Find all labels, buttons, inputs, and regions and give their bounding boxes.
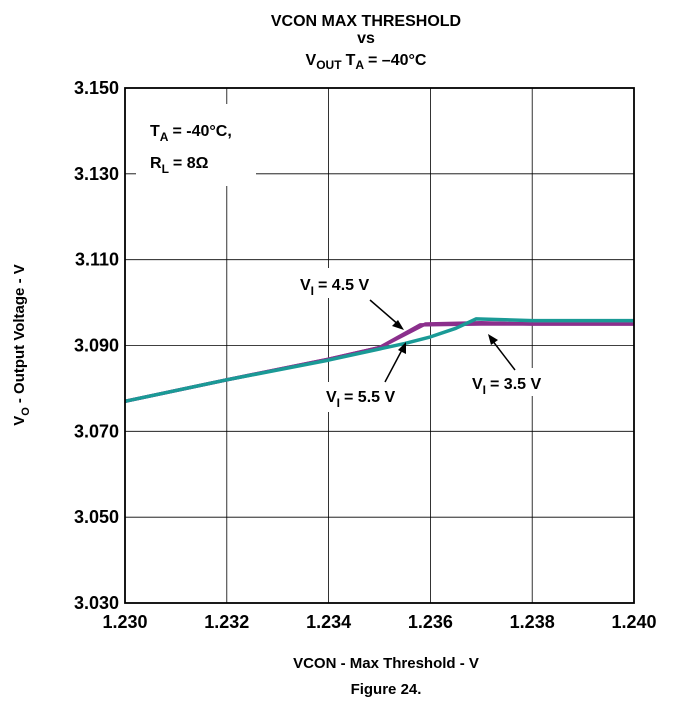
x-tick-label: 1.234 [306, 612, 351, 632]
pointer-3-5v [491, 339, 516, 371]
y-tick-labels: 3.030 3.050 3.070 3.090 3.110 3.130 3.150 [74, 78, 119, 613]
y-tick-label: 3.090 [74, 336, 119, 356]
series-line-vi-5-5v [124, 317, 634, 404]
conditions-box [136, 104, 256, 186]
x-axis-label: VCON - Max Threshold - V [293, 655, 479, 672]
grid [124, 87, 635, 604]
chart-title-line3: VOUT TA = –40°C [306, 52, 427, 72]
title-v: V [306, 52, 317, 69]
pointer-4-5v-head [392, 320, 404, 330]
y-tick-label: 3.050 [74, 507, 119, 527]
y-tick-label: 3.030 [74, 593, 119, 613]
svg-text:VI= 5.5 V: VI = 5.5 V [326, 389, 395, 410]
y-axis-label: VO- Output Voltage - V [11, 264, 32, 425]
x-tick-label: 1.236 [408, 612, 453, 632]
pointer-5-5v [384, 347, 404, 383]
series-label-5-5v: VI = 5.5 V [320, 342, 426, 412]
chart-title-line2: vs [357, 30, 375, 47]
y-tick-label: 3.070 [74, 421, 119, 441]
series-label-3-5v: VI = 3.5 V [465, 334, 577, 397]
x-tick-label: 1.238 [510, 612, 555, 632]
y-tick-label: 3.130 [74, 164, 119, 184]
chart-title-line1: VCON MAX THRESHOLD [271, 13, 461, 30]
series-layer [124, 317, 634, 404]
x-tick-label: 1.232 [204, 612, 249, 632]
y-tick-label: 3.110 [75, 250, 119, 270]
title-rest: = –40°C [368, 52, 427, 69]
title-t: T [346, 52, 356, 69]
pointer-5-5v-head [398, 342, 406, 354]
svg-text:VI= 4.5 V: VI = 4.5 V [300, 277, 369, 298]
x-tick-label: 1.230 [102, 612, 147, 632]
svg-text:VI= 3.5 V: VI = 3.5 V [472, 376, 541, 397]
plot-border [124, 87, 635, 604]
x-tick-label: 1.240 [611, 612, 656, 632]
condition-rl: RL = 8Ω [150, 155, 209, 176]
title-t-sub: A [355, 58, 364, 72]
title-v-sub: OUT [316, 58, 342, 72]
series-label-4-5v: VI = 4.5 V [294, 268, 404, 330]
x-tick-labels: 1.230 1.232 1.234 1.236 1.238 1.240 [102, 612, 656, 632]
condition-ta: TA = -40°C, [150, 123, 232, 144]
pointer-3-5v-head [488, 334, 498, 345]
pointer-4-5v [369, 299, 401, 327]
figure-caption: Figure 24. [351, 681, 422, 698]
y-tick-label: 3.150 [74, 78, 119, 98]
